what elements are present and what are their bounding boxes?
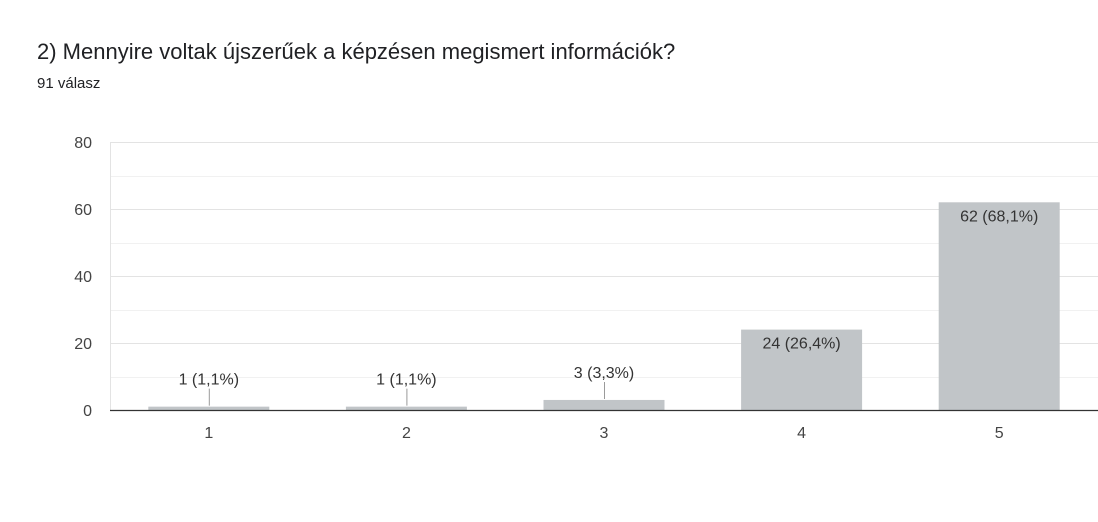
- y-tick-label: 20: [74, 336, 92, 353]
- data-label: 1 (1,1%): [376, 372, 436, 389]
- bar: [543, 399, 665, 410]
- x-tick-label: 1: [204, 425, 213, 442]
- data-labels: 1 (1,1%) 1 (1,1%) 3 (3,3%) 24 (26,4%) 62 (68…: [179, 208, 1038, 406]
- bars: [148, 202, 1060, 410]
- y-tick-label: 60: [74, 202, 92, 219]
- data-label: 62 (68,1%): [960, 208, 1038, 225]
- y-tick-label: 0: [83, 403, 92, 420]
- x-tick-label: 3: [600, 425, 609, 442]
- bar: [741, 329, 863, 410]
- question-title: 2) Mennyire voltak újszerűek a képzésen …: [37, 39, 676, 64]
- bar: [938, 202, 1060, 410]
- data-label: 24 (26,4%): [762, 336, 840, 353]
- x-tick-label: 4: [797, 425, 806, 442]
- bar: [345, 406, 467, 410]
- y-axis-ticks: 0 20 40 60 80: [74, 135, 92, 420]
- data-label: 1 (1,1%): [179, 372, 239, 389]
- y-tick-label: 40: [74, 269, 92, 286]
- response-count: 91 válasz: [37, 75, 101, 92]
- x-tick-label: 2: [402, 425, 411, 442]
- x-axis-ticks: 1 2 3 4 5: [204, 425, 1003, 442]
- y-tick-label: 80: [74, 135, 92, 152]
- gridlines: [110, 142, 1098, 410]
- bar: [148, 406, 270, 410]
- x-tick-label: 5: [995, 425, 1004, 442]
- data-label: 3 (3,3%): [574, 365, 634, 382]
